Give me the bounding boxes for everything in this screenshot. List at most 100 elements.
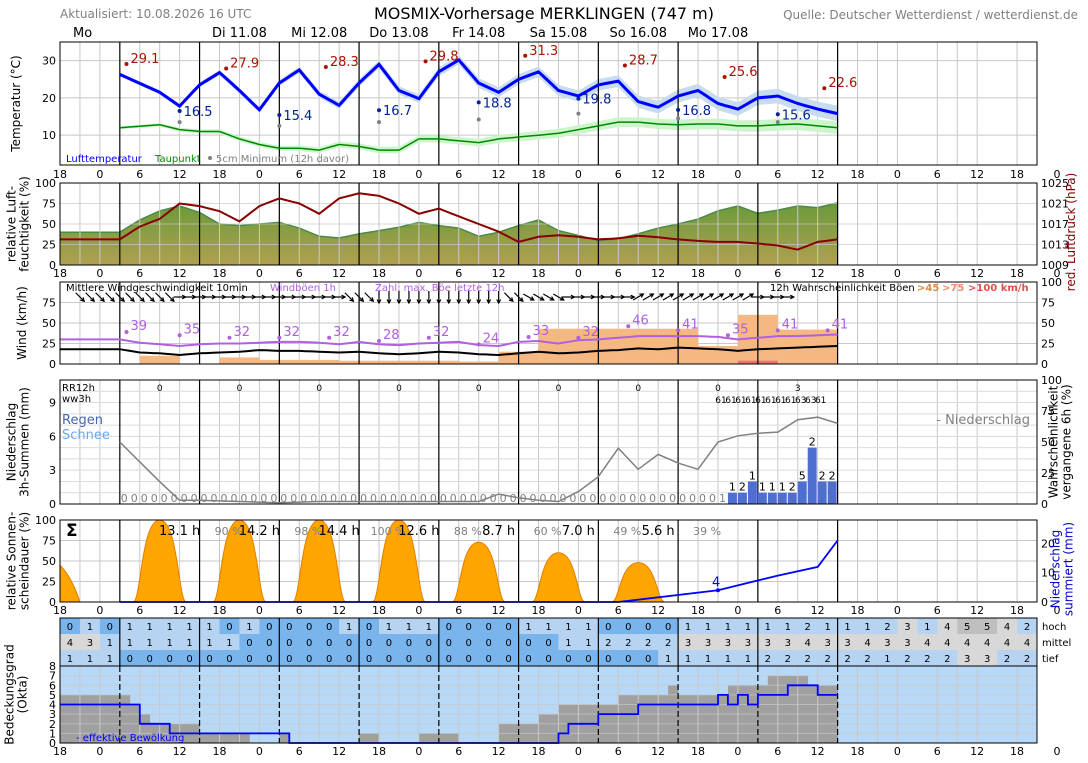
cloud-cell-value: 0 [67, 622, 73, 633]
gust-max-label: 46 [632, 313, 649, 328]
precipitation-value-label: 0 [260, 492, 267, 505]
sunshine-area [451, 541, 506, 603]
hour-tick-label: 6 [455, 745, 462, 758]
hour-tick-label: 18 [372, 267, 386, 280]
cloud-cell [977, 634, 998, 650]
y-tick-label: 75 [42, 297, 56, 310]
min-temp-marker [775, 112, 780, 117]
cloud-cell [857, 618, 878, 634]
cloud-cell [279, 618, 300, 634]
y2-tick-label: 10 [1041, 567, 1055, 580]
cloud-cell [658, 650, 679, 666]
cloud-cover-bar [777, 675, 789, 743]
rr12-label: RR12h [62, 383, 95, 394]
arrow-head [110, 297, 115, 303]
hour-tick-label: 12 [811, 745, 825, 758]
cloud-cell-value: 0 [286, 622, 292, 633]
arrow-head [456, 299, 462, 305]
hour-tick-label: 12 [492, 604, 506, 617]
cloud-cell [598, 634, 619, 650]
wind-direction-arrow [692, 293, 705, 301]
cloud-cell-value: 2 [844, 654, 850, 665]
min-temp-label: 16.5 [184, 105, 213, 120]
hour-tick-label: 18 [851, 745, 865, 758]
temperature-axis-title: Temperatur (°C) [9, 55, 23, 152]
cloud-cell-value: 0 [505, 622, 511, 633]
precipitation-value-label: 0 [270, 492, 277, 505]
hour-tick-label: 18 [213, 745, 227, 758]
precipitation-value-label: 0 [340, 492, 347, 505]
precipitation-value-label: 1 [779, 481, 786, 494]
precipitation-panel-frame [59, 379, 1038, 505]
precipitation-value-label: 0 [131, 492, 138, 505]
hour-tick-label: 0 [96, 168, 103, 181]
arrow-shaft [722, 293, 734, 301]
cloud-cell-value: 4 [67, 638, 73, 649]
hour-tick-label: 18 [532, 267, 546, 280]
gust-max-marker [775, 328, 780, 333]
hour-tick-label: 6 [615, 267, 622, 280]
hour-tick-label: 0 [734, 168, 741, 181]
cloud-cell-value: 1 [725, 654, 731, 665]
cloud-cell [458, 634, 480, 650]
arrow-shaft [164, 292, 175, 302]
gust-max-marker [676, 328, 681, 333]
hour-tick-label: 12 [492, 267, 506, 280]
hour-tick-label: 12 [970, 604, 984, 617]
arrow-shaft [632, 293, 644, 301]
hour-tick-label: 12 [651, 745, 665, 758]
cloud-cell [518, 650, 540, 666]
cloud-cell [60, 650, 81, 666]
arrow-shaft [105, 292, 115, 302]
hour-tick-label: 18 [53, 604, 67, 617]
legend-rain: Regen [62, 413, 103, 428]
y-axis-title-line: red. Luftdruck (hPa) [1064, 173, 1078, 292]
cloud-cell [558, 634, 579, 650]
cloud-cell [339, 650, 360, 666]
precipitation-value-label: 0 [530, 492, 537, 505]
cloud-cell-value: 1 [765, 622, 771, 633]
wind-direction-arrow [672, 293, 685, 301]
daily-sunshine-hours: 14.2 h [239, 524, 280, 539]
legend-ground-min: 5cm Minimum (12h davor) [216, 154, 349, 165]
cloud-cell-value: 0 [505, 638, 511, 649]
hour-tick-label: 18 [691, 267, 705, 280]
ww-code: 61 [765, 396, 776, 406]
y2-tick-label: 50 [1041, 436, 1055, 449]
hour-tick-label: 6 [934, 267, 941, 280]
arrow-shaft [75, 292, 85, 302]
cloud-cell-value: 3 [745, 638, 751, 649]
y2-tick-label: 1013 [1041, 239, 1069, 252]
hour-tick-label: 12 [970, 168, 984, 181]
cloud-cell [139, 618, 161, 634]
cloud-cell [638, 634, 659, 650]
min-temp-label: 15.4 [283, 109, 312, 124]
ww-code: 61 [715, 396, 726, 406]
sunshine-area [611, 562, 666, 603]
cloud-cell-value: 0 [446, 622, 452, 633]
cloud-cover-bar [678, 694, 689, 743]
cloud-cover-bar [698, 694, 709, 743]
cloud-cell-value: 0 [426, 638, 432, 649]
cloud-cell [359, 618, 380, 634]
cloud-cell [937, 634, 958, 650]
hour-tick-label: 18 [372, 745, 386, 758]
arrow-head [120, 297, 126, 303]
wind-direction-arrow [662, 293, 675, 301]
y2-tick-label: 25 [1041, 467, 1055, 480]
hour-tick-label: 12 [811, 604, 825, 617]
cloud-cell [199, 618, 221, 634]
cloud-cell-value: 2 [1024, 622, 1030, 633]
cloud-cell-value: 1 [346, 622, 352, 633]
cloud-cell [698, 618, 719, 634]
hour-tick-label: 0 [575, 745, 582, 758]
cloud-cover-bar [548, 714, 559, 743]
cloud-cell [279, 634, 300, 650]
cloud-cell-value: 0 [127, 654, 133, 665]
legend-gusts-1h: Windböen 1h [270, 283, 336, 294]
cloud-cell-value: 0 [386, 654, 392, 665]
precipitation-bar [747, 481, 757, 504]
cloud-cell [259, 618, 280, 634]
daily-sunshine-hours: 12.6 h [398, 524, 439, 539]
cloud-cell-value: 1 [844, 622, 850, 633]
